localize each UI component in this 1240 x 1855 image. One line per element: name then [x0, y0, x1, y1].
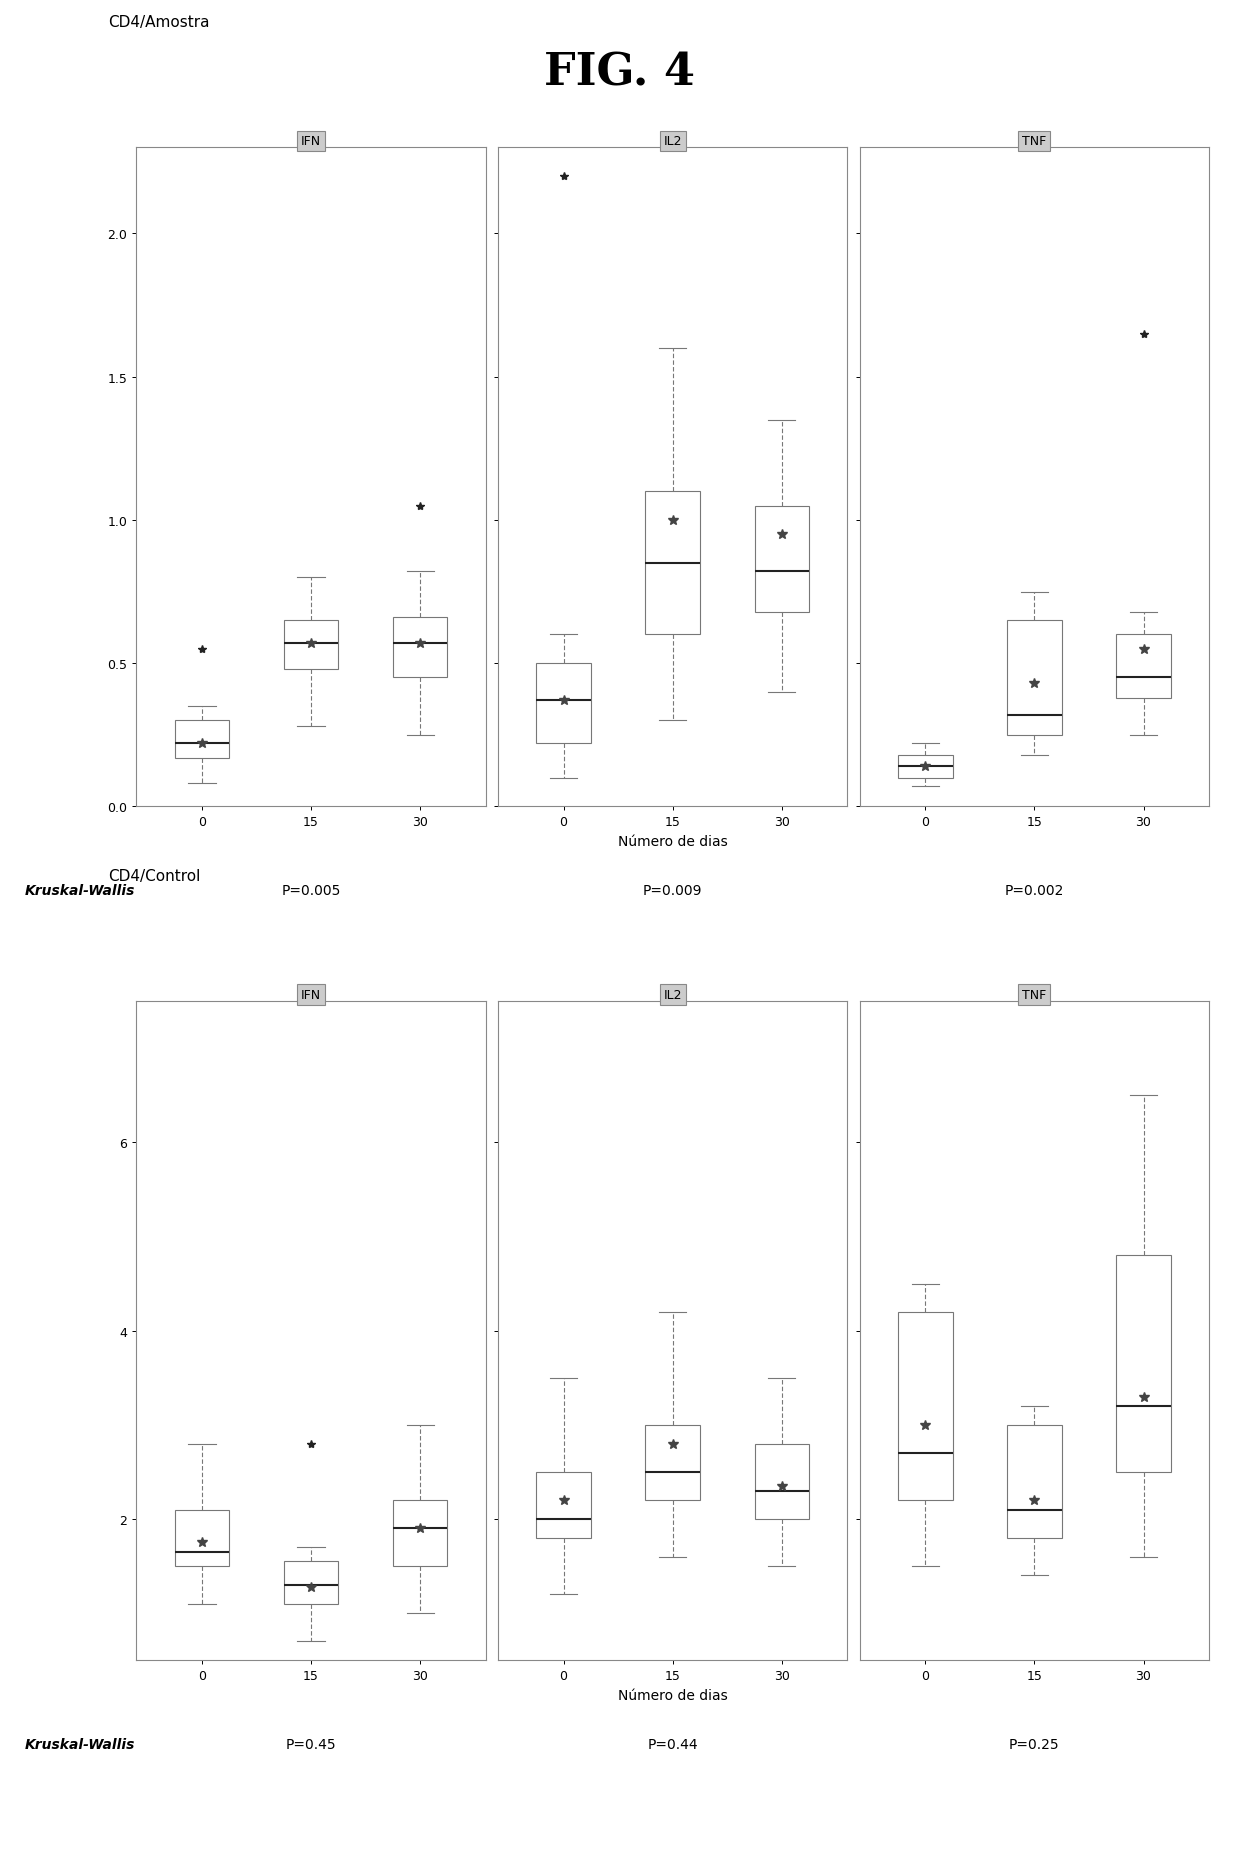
Text: TNF: TNF: [1022, 135, 1047, 148]
PathPatch shape: [1007, 1425, 1061, 1538]
PathPatch shape: [898, 755, 952, 779]
Text: P=0.009: P=0.009: [644, 883, 702, 898]
PathPatch shape: [175, 1510, 229, 1566]
PathPatch shape: [1007, 621, 1061, 735]
Text: Kruskal-Wallis: Kruskal-Wallis: [25, 1736, 135, 1751]
PathPatch shape: [175, 722, 229, 759]
Text: FIG. 4: FIG. 4: [544, 52, 696, 95]
Text: P=0.45: P=0.45: [285, 1736, 336, 1751]
Text: P=0.25: P=0.25: [1009, 1736, 1060, 1751]
PathPatch shape: [645, 492, 701, 634]
PathPatch shape: [755, 506, 810, 612]
PathPatch shape: [898, 1311, 952, 1501]
PathPatch shape: [284, 621, 339, 670]
PathPatch shape: [284, 1562, 339, 1605]
Text: P=0.005: P=0.005: [281, 883, 341, 898]
Text: P=0.44: P=0.44: [647, 1736, 698, 1751]
X-axis label: Número de dias: Número de dias: [618, 835, 728, 848]
PathPatch shape: [1116, 1256, 1171, 1473]
Text: CD4/Control: CD4/Control: [108, 868, 201, 883]
Text: Kruskal-Wallis: Kruskal-Wallis: [25, 883, 135, 898]
Text: P=0.002: P=0.002: [1004, 883, 1064, 898]
PathPatch shape: [536, 1473, 590, 1538]
Text: IL2: IL2: [663, 989, 682, 1002]
PathPatch shape: [393, 618, 448, 679]
Text: IFN: IFN: [301, 989, 321, 1002]
PathPatch shape: [645, 1425, 701, 1501]
Text: TNF: TNF: [1022, 989, 1047, 1002]
Text: CD4/Amostra: CD4/Amostra: [108, 15, 210, 30]
PathPatch shape: [393, 1501, 448, 1566]
PathPatch shape: [536, 664, 590, 744]
Text: IL2: IL2: [663, 135, 682, 148]
X-axis label: Número de dias: Número de dias: [618, 1688, 728, 1701]
Text: IFN: IFN: [301, 135, 321, 148]
PathPatch shape: [1116, 634, 1171, 697]
PathPatch shape: [755, 1443, 810, 1519]
